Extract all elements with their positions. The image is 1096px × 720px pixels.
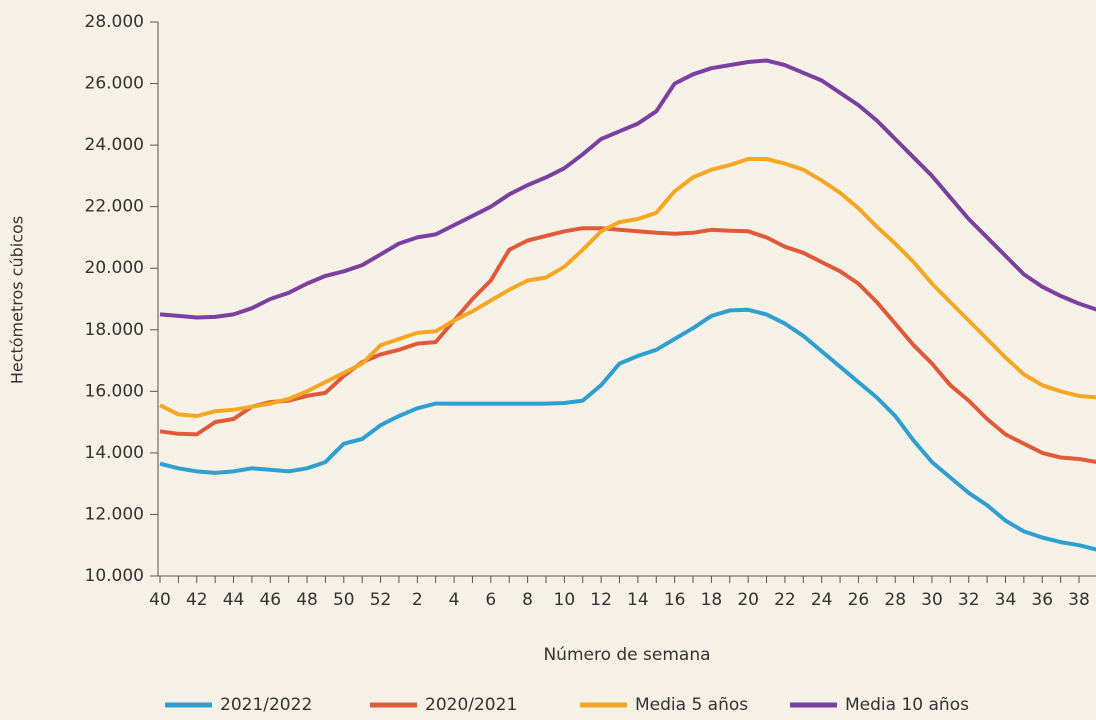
legend-label: 2020/2021 [425, 695, 517, 715]
x-tick-label: 16 [664, 590, 686, 610]
y-tick-label: 12.000 [85, 504, 144, 524]
y-tick-label: 14.000 [85, 443, 144, 463]
y-tick-label: 24.000 [85, 135, 144, 155]
y-axis-label: Hectómetros cúbicos [8, 216, 27, 384]
x-tick-label: 32 [958, 590, 980, 610]
x-tick-label: 18 [701, 590, 723, 610]
legend-label: Media 10 años [845, 695, 969, 715]
x-tick-label: 46 [259, 590, 281, 610]
x-tick-label: 2 [412, 590, 423, 610]
x-tick-label: 4 [449, 590, 460, 610]
x-tick-label: 12 [590, 590, 612, 610]
legend-label: Media 5 años [635, 695, 748, 715]
x-tick-label: 38 [1068, 590, 1090, 610]
legend-label: 2021/2022 [220, 695, 312, 715]
x-tick-label: 30 [921, 590, 943, 610]
x-tick-label: 28 [884, 590, 906, 610]
x-tick-label: 6 [485, 590, 496, 610]
x-tick-label: 52 [370, 590, 392, 610]
series-line [159, 226, 1096, 464]
x-tick-label: 40 [149, 590, 171, 610]
y-tick-label: 26.000 [85, 74, 144, 94]
y-tick-label: 22.000 [85, 197, 144, 217]
series-line [159, 157, 1096, 418]
x-tick-label: 8 [522, 590, 533, 610]
x-tick-label: 20 [737, 590, 759, 610]
x-tick-label: 50 [333, 590, 355, 610]
x-tick-label: 24 [811, 590, 833, 610]
x-tick-label: 44 [223, 590, 245, 610]
y-tick-label: 18.000 [85, 320, 144, 340]
y-tick-label: 16.000 [85, 381, 144, 401]
y-tick-label: 28.000 [85, 12, 144, 32]
y-tick-label: 20.000 [85, 258, 144, 278]
x-tick-label: 34 [995, 590, 1017, 610]
x-tick-label: 26 [848, 590, 870, 610]
x-axis-label: Número de semana [543, 645, 710, 665]
x-tick-label: 36 [1031, 590, 1053, 610]
x-tick-label: 48 [296, 590, 318, 610]
x-tick-label: 10 [554, 590, 576, 610]
series-line [159, 58, 1096, 320]
x-tick-label: 42 [186, 590, 208, 610]
series-line [159, 307, 1096, 552]
x-tick-label: 14 [627, 590, 649, 610]
y-tick-label: 10.000 [85, 566, 144, 586]
x-tick-label: 22 [774, 590, 796, 610]
